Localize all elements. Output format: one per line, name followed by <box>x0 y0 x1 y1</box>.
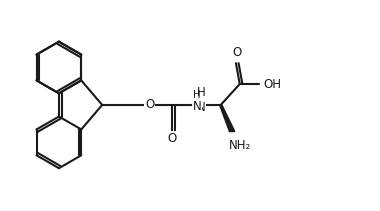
Polygon shape <box>220 105 235 131</box>
Text: N: N <box>193 100 201 113</box>
Text: O: O <box>168 132 177 145</box>
Text: O: O <box>233 46 242 59</box>
Text: NH₂: NH₂ <box>229 139 251 152</box>
Text: H: H <box>193 90 201 100</box>
Text: OH: OH <box>263 77 281 91</box>
Text: H
N: H N <box>196 86 205 114</box>
Text: O: O <box>145 98 154 111</box>
